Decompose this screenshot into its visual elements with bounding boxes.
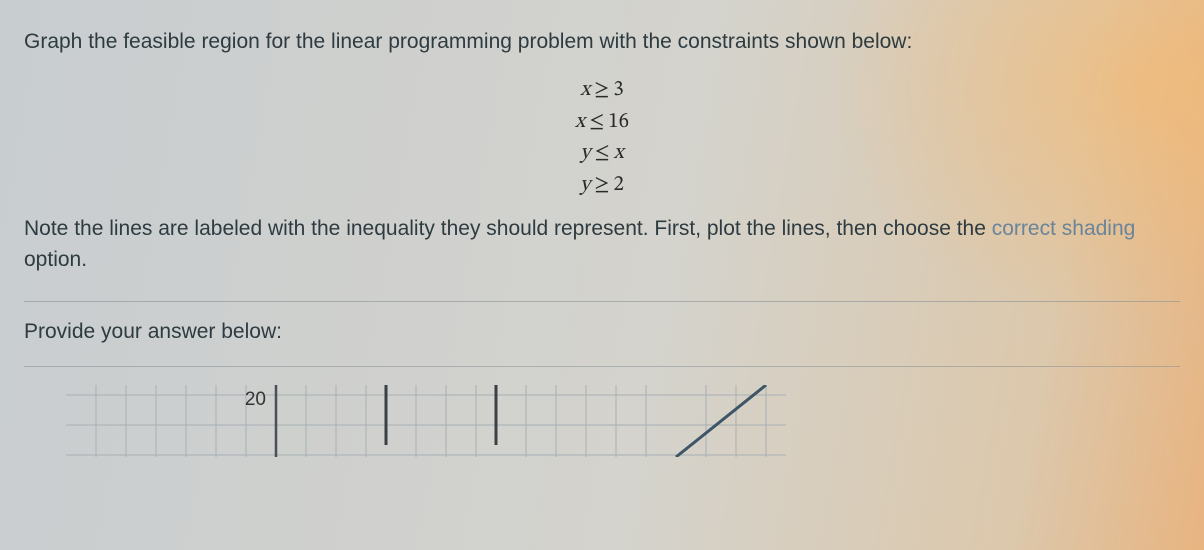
diagonal-line[interactable] (676, 385, 766, 457)
question-prompt: Graph the feasible region for the linear… (24, 28, 1180, 56)
note-part2: option. (24, 248, 87, 271)
c2-lhs: x (575, 111, 585, 132)
c3-op: ≤ (590, 142, 613, 163)
section-divider-1 (24, 301, 1180, 302)
c1-op: ≥ (590, 79, 613, 100)
c2-op: ≤ (585, 111, 608, 132)
graph-area[interactable]: 20 (66, 385, 786, 457)
c4-rhs: 2 (613, 174, 623, 195)
note-part1: Note the lines are labeled with the ineq… (24, 217, 992, 240)
c1-lhs: x (580, 79, 590, 100)
section-divider-2 (24, 366, 1180, 367)
c4-lhs: y (580, 174, 590, 195)
question-page: Graph the feasible region for the linear… (0, 0, 1204, 457)
constraint-row-3: y≤x (24, 137, 1180, 169)
c1-rhs: 3 (613, 79, 623, 100)
c3-rhs: x (614, 142, 624, 163)
constraints-block: x≥3 x≤16 y≤x y≥2 (24, 74, 1180, 200)
constraint-row-4: y≥2 (24, 169, 1180, 201)
answer-prompt: Provide your answer below: (24, 320, 1180, 344)
note-accent: correct shading (992, 217, 1136, 240)
c4-op: ≥ (590, 174, 613, 195)
graph-svg[interactable]: 20 (66, 385, 786, 457)
note-text: Note the lines are labeled with the ineq… (24, 214, 1180, 275)
constraint-row-2: x≤16 (24, 106, 1180, 138)
c3-lhs: y (580, 142, 590, 163)
y-axis-tick-label: 20 (245, 389, 266, 410)
c2-rhs: 16 (608, 111, 629, 132)
constraint-row-1: x≥3 (24, 74, 1180, 106)
grid-lines (66, 385, 786, 457)
